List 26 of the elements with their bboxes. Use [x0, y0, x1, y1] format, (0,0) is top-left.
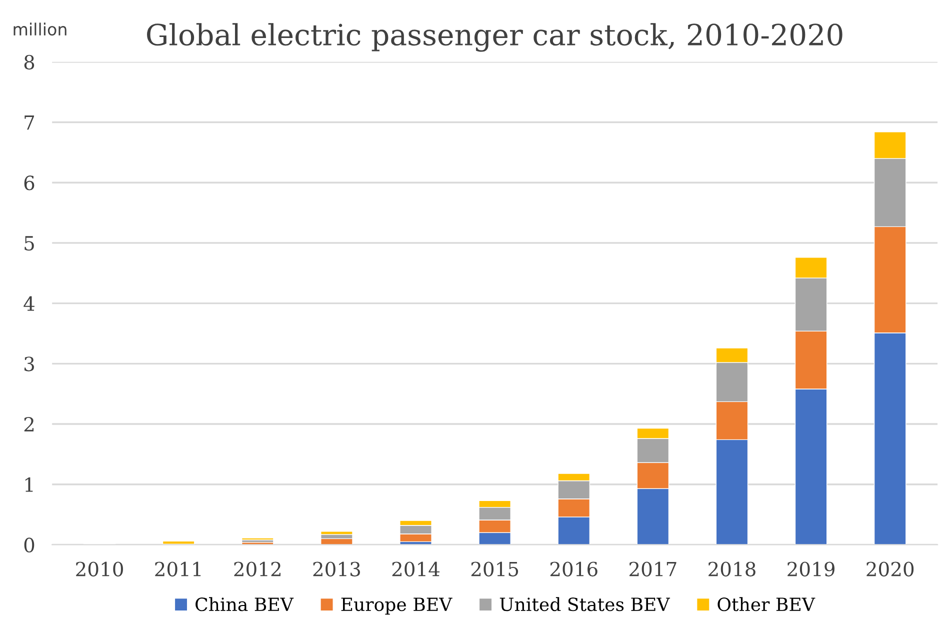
y-tick-label: 4 [24, 296, 34, 311]
x-tick-label: 2015 [471, 562, 518, 576]
x-tick-label: 2016 [550, 562, 598, 576]
y-tick-label: 0 [24, 538, 34, 552]
x-tick-label: 2012 [234, 562, 280, 576]
y-tick-label: 1 [25, 477, 33, 492]
x-tick-label: 2017 [630, 562, 676, 576]
y-axis-title: million [14, 22, 66, 36]
x-tick-label: 2013 [313, 562, 360, 576]
y-tick-label: 3 [24, 356, 34, 372]
y-tick-label: 5 [24, 236, 34, 251]
y-tick-label: 8 [24, 54, 34, 70]
x-tick-label: 2018 [708, 562, 756, 576]
x-tick-label: 2010 [76, 562, 123, 576]
y-tick-label: 6 [24, 176, 34, 190]
x-tick-label: 2014 [392, 562, 440, 576]
x-tick-label: 2020 [866, 562, 914, 576]
legend-label: Other BEV [718, 597, 816, 612]
x-tick-label: 2011 [155, 562, 201, 576]
chart-title: Global electric passenger car stock, 2010-2020 [147, 23, 842, 52]
y-tick-label: 7 [24, 115, 34, 130]
legend-label: China BEV [196, 597, 294, 612]
legend-label: Europe BEV [341, 598, 452, 615]
x-tick-label: 2019 [788, 562, 834, 576]
y-tick-label: 2 [24, 416, 34, 432]
legend-label: United States BEV [500, 597, 670, 612]
